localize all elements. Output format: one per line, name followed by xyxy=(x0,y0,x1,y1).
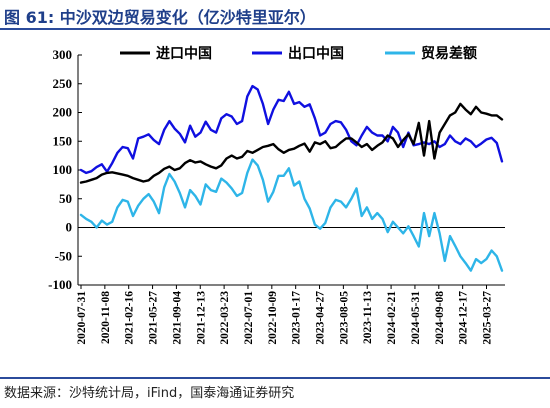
x-tick-label: 2022-03-23 xyxy=(219,291,231,345)
y-tick-label: -100 xyxy=(48,277,72,292)
x-tick-label: 2024-02-21 xyxy=(386,291,398,345)
source-divider xyxy=(0,377,550,379)
series-line xyxy=(79,84,504,175)
x-tick-label: 2023-11-13 xyxy=(362,291,374,344)
y-tick-label: 300 xyxy=(53,47,73,62)
y-tick-label: 50 xyxy=(59,191,72,206)
trade-line-chart: -100 -50 0 50 100 150 200 250 300 2020-07-31 2020-… xyxy=(48,45,505,345)
chart-legend: 进口中国 出口中国 贸易差额 xyxy=(120,45,477,62)
axis-layer: -100 -50 0 50 100 150 200 250 300 2020-07-31 2020-… xyxy=(48,47,505,345)
x-tick-label: 2020-11-08 xyxy=(100,291,112,344)
figure-title: 图 61: 中沙双边贸易变化（亿沙特里亚尔） xyxy=(4,8,316,27)
y-tick-label: 150 xyxy=(53,133,73,148)
y-tick-label: 200 xyxy=(53,105,73,120)
x-tick-label: 2021-09-04 xyxy=(171,291,183,345)
x-tick-label: 2024-12-17 xyxy=(458,291,470,345)
y-tick-label: 100 xyxy=(53,162,73,177)
series-line xyxy=(79,102,504,184)
x-tick-label: 2022-10-09 xyxy=(267,291,279,345)
x-tick-label: 2023-04-27 xyxy=(315,291,327,345)
y-tick-label: 250 xyxy=(53,76,73,91)
title-divider xyxy=(0,28,550,30)
x-tick-label: 2022-07-01 xyxy=(243,291,255,345)
x-tick-label: 2021-05-27 xyxy=(148,291,160,345)
x-tick-label: 2023-01-17 xyxy=(291,291,303,345)
source-note: 数据来源：沙特统计局，iFind，国泰海通证券研究 xyxy=(4,386,295,401)
legend-label: 出口中国 xyxy=(288,45,344,62)
series-layer xyxy=(79,84,504,272)
x-tick-label: 2021-12-13 xyxy=(195,291,207,345)
y-tick-label: 0 xyxy=(66,220,73,235)
series-line xyxy=(79,158,504,272)
x-tick-label: 2024-05-31 xyxy=(410,291,422,345)
x-tick-label: 2023-08-05 xyxy=(338,291,350,345)
x-tick-label: 2021-02-16 xyxy=(124,291,136,345)
legend-label: 贸易差额 xyxy=(421,45,477,62)
y-tick-label: -50 xyxy=(55,248,72,263)
x-tick-label: 2024-09-08 xyxy=(434,291,446,345)
x-tick-label: 2025-03-27 xyxy=(481,291,493,345)
x-tick-label: 2020-07-31 xyxy=(76,291,88,345)
legend-label: 进口中国 xyxy=(156,45,212,62)
